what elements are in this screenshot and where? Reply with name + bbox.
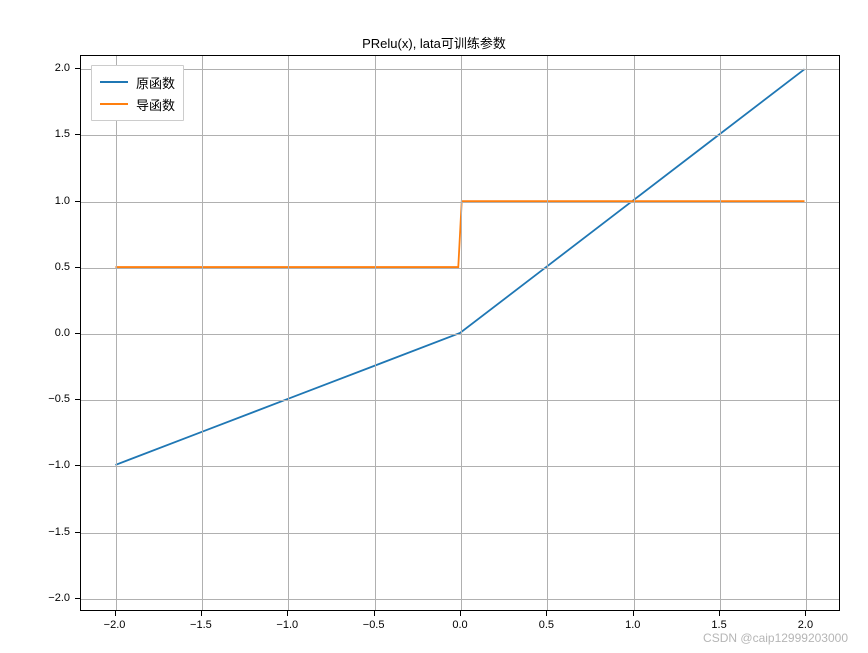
- xtick-label: −0.5: [363, 619, 385, 631]
- legend: 原函数导函数: [91, 65, 184, 121]
- xtick-label: 0.5: [539, 619, 554, 631]
- ytick-mark: [75, 465, 80, 466]
- plot-svg: [81, 56, 839, 610]
- xtick-mark: [805, 611, 806, 616]
- ytick-mark: [75, 68, 80, 69]
- ytick-mark: [75, 399, 80, 400]
- xtick-mark: [719, 611, 720, 616]
- grid-line-vertical: [375, 56, 376, 610]
- ytick-label: −2.0: [48, 592, 70, 604]
- ytick-label: −1.0: [48, 459, 70, 471]
- xtick-label: 2.0: [798, 619, 813, 631]
- grid-line-vertical: [461, 56, 462, 610]
- xtick-label: −1.5: [190, 619, 212, 631]
- ytick-mark: [75, 333, 80, 334]
- ytick-label: 1.5: [55, 128, 70, 140]
- xtick-label: 0.0: [452, 619, 467, 631]
- legend-swatch: [100, 81, 128, 83]
- grid-line-vertical: [288, 56, 289, 610]
- ytick-label: 0.5: [55, 261, 70, 273]
- grid-line-horizontal: [81, 135, 839, 136]
- xtick-label: −2.0: [104, 619, 126, 631]
- ytick-label: 2.0: [55, 62, 70, 74]
- series-line: [115, 201, 804, 267]
- watermark: CSDN @caip12999203000: [703, 631, 848, 645]
- xtick-mark: [374, 611, 375, 616]
- xtick-mark: [546, 611, 547, 616]
- xtick-label: 1.5: [711, 619, 726, 631]
- grid-line-horizontal: [81, 400, 839, 401]
- legend-item: 导函数: [100, 93, 175, 115]
- grid-line-vertical: [116, 56, 117, 610]
- grid-line-horizontal: [81, 334, 839, 335]
- chart-title: PRelu(x), lata可训练参数: [0, 33, 868, 52]
- ytick-mark: [75, 267, 80, 268]
- ytick-mark: [75, 134, 80, 135]
- ytick-label: −0.5: [48, 393, 70, 405]
- legend-item: 原函数: [100, 71, 175, 93]
- ytick-mark: [75, 532, 80, 533]
- ytick-mark: [75, 201, 80, 202]
- xtick-label: 1.0: [625, 619, 640, 631]
- legend-label: 原函数: [136, 73, 175, 92]
- xtick-mark: [115, 611, 116, 616]
- grid-line-horizontal: [81, 533, 839, 534]
- grid-line-vertical: [547, 56, 548, 610]
- grid-line-horizontal: [81, 202, 839, 203]
- grid-line-vertical: [202, 56, 203, 610]
- xtick-mark: [633, 611, 634, 616]
- grid-line-vertical: [806, 56, 807, 610]
- xtick-mark: [201, 611, 202, 616]
- grid-line-vertical: [720, 56, 721, 610]
- xtick-mark: [287, 611, 288, 616]
- xtick-mark: [460, 611, 461, 616]
- ytick-label: −1.5: [48, 526, 70, 538]
- grid-line-vertical: [634, 56, 635, 610]
- ytick-label: 1.0: [55, 195, 70, 207]
- grid-line-horizontal: [81, 69, 839, 70]
- grid-line-horizontal: [81, 268, 839, 269]
- grid-line-horizontal: [81, 466, 839, 467]
- legend-swatch: [100, 103, 128, 105]
- grid-line-horizontal: [81, 599, 839, 600]
- legend-label: 导函数: [136, 95, 175, 114]
- ytick-label: 0.0: [55, 327, 70, 339]
- ytick-mark: [75, 598, 80, 599]
- xtick-label: −1.0: [276, 619, 298, 631]
- plot-area: 原函数导函数: [80, 55, 840, 611]
